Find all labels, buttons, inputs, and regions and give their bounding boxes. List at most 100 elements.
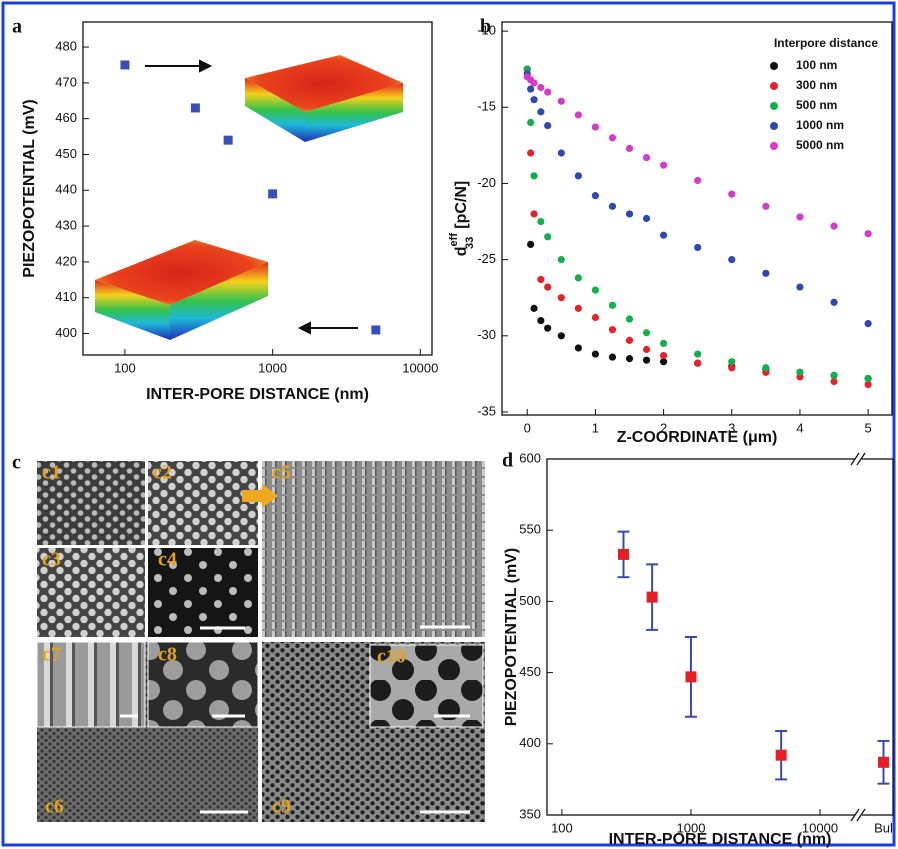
- sem-image: [36, 641, 146, 728]
- data-point: [544, 324, 552, 332]
- legend-swatch: [770, 102, 778, 110]
- plot-frame: [82, 21, 433, 356]
- sem-label: c7: [42, 644, 61, 666]
- data-point: [591, 313, 600, 322]
- y-tick-label: 460: [55, 110, 77, 125]
- sem-arrow: [242, 484, 278, 508]
- sem-label: c5: [272, 462, 291, 484]
- sem-image: [148, 461, 258, 545]
- inset-model-bottom: [95, 240, 268, 340]
- data-point: [642, 214, 651, 223]
- sem-image: [262, 461, 485, 637]
- data-point: [830, 371, 838, 379]
- legend-swatch: [770, 142, 778, 150]
- y-tick-label: 450: [519, 664, 541, 679]
- y-label-sup: eff: [448, 233, 460, 247]
- y-tick-label: 440: [55, 182, 77, 197]
- legend-label: 1000 nm: [796, 118, 844, 132]
- data-point: [830, 222, 838, 230]
- data-point: [830, 298, 838, 306]
- y-axis-label: PIEZOPOTENTIAL (mV): [21, 99, 38, 277]
- plot-frame: [501, 21, 893, 416]
- data-point: [625, 336, 634, 344]
- data-point: [527, 118, 535, 127]
- data-point: [625, 144, 634, 153]
- data-point: [646, 591, 658, 603]
- y-tick-label: 400: [55, 325, 77, 340]
- data-point: [544, 283, 552, 291]
- y-tick-label: 450: [55, 146, 77, 161]
- data-point: [544, 233, 552, 241]
- data-point: [694, 359, 702, 367]
- sem-label: c9: [272, 796, 291, 818]
- data-point: [190, 103, 200, 113]
- legend-swatch: [770, 62, 778, 70]
- data-point: [527, 149, 535, 157]
- y-tick-label: 420: [55, 253, 77, 268]
- y-tick-label: 480: [55, 39, 77, 54]
- data-point: [530, 96, 538, 104]
- data-point: [574, 344, 582, 352]
- data-point: [608, 301, 617, 309]
- data-point: [864, 230, 872, 238]
- sem-image: [37, 548, 145, 637]
- y-tick-label: 550: [519, 522, 541, 537]
- data-point: [591, 350, 600, 358]
- data-point: [537, 108, 545, 116]
- sem-label: c6: [45, 796, 64, 818]
- data-point: [537, 83, 545, 92]
- x-tick-label: 4: [796, 420, 803, 435]
- legend-label: 500 nm: [796, 98, 837, 112]
- data-point: [608, 353, 617, 361]
- data-point: [537, 316, 545, 325]
- sem-image: [37, 461, 145, 545]
- x-tick-label: 100: [114, 360, 136, 375]
- data-point: [762, 202, 770, 210]
- y-tick-label: -25: [477, 251, 496, 266]
- x-tick-label: 1000: [677, 820, 706, 835]
- data-point: [762, 364, 770, 372]
- scale-bars: [120, 625, 470, 814]
- legend-swatch: [770, 122, 778, 130]
- x-tick-label: 100: [551, 820, 573, 835]
- panel-label: a: [12, 16, 22, 38]
- data-point: [591, 123, 600, 131]
- axis-break: [850, 452, 860, 466]
- y-tick-label: -20: [477, 175, 496, 190]
- data-point: [537, 217, 545, 226]
- data-point: [557, 97, 565, 105]
- data-point: [659, 161, 668, 169]
- data-point: [796, 213, 804, 221]
- sem-label: c1: [42, 462, 61, 484]
- data-point: [120, 60, 130, 70]
- data-point: [574, 111, 582, 119]
- x-tick-label: 10000: [802, 820, 838, 835]
- data-point: [642, 153, 651, 162]
- x-tick-label: 5: [865, 420, 872, 435]
- x-tick-label: 10000: [402, 360, 438, 375]
- data-point: [574, 274, 582, 282]
- panel-label: d: [502, 450, 513, 472]
- y-label-main: d: [453, 246, 470, 256]
- y-tick-label: -35: [477, 403, 496, 418]
- data-point: [830, 377, 838, 386]
- data-point: [728, 256, 736, 264]
- y-tick-label: 400: [519, 735, 541, 750]
- legend-label: 100 nm: [796, 58, 837, 72]
- data-point: [625, 210, 634, 218]
- data-point: [557, 256, 565, 264]
- sem-label: c10: [377, 646, 406, 668]
- data-point: [608, 202, 617, 210]
- data-point: [864, 374, 872, 383]
- y-tick-label: 430: [55, 218, 77, 233]
- data-point: [527, 85, 535, 93]
- panel-label: c: [12, 452, 21, 474]
- sem-label: c3: [42, 549, 61, 571]
- data-point: [223, 135, 233, 145]
- legend-swatch: [770, 82, 778, 90]
- axis-break-gap: [855, 456, 862, 462]
- data-point: [618, 548, 630, 560]
- y-tick-label: 600: [519, 450, 541, 465]
- data-point: [864, 320, 872, 328]
